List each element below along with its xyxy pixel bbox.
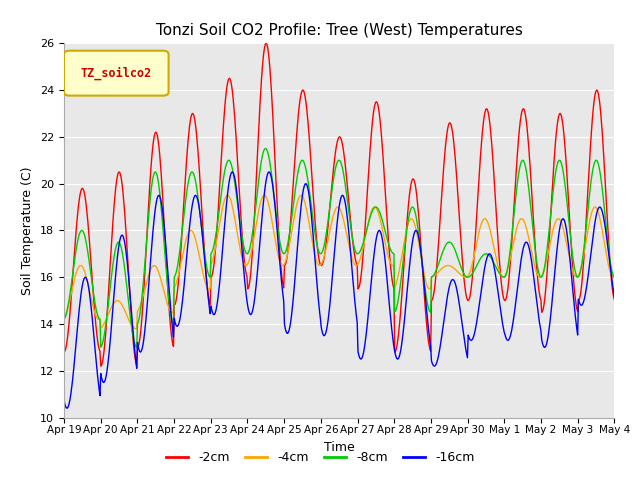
-4cm [60,315,68,321]
Legend: -2cm, -4cm, -8cm, -16cm: -2cm, -4cm, -8cm, -16cm [161,446,479,469]
-4cm [132,326,140,332]
-16cm [228,169,236,175]
-2cm [424,331,431,337]
Line: -8cm: -8cm [64,148,614,348]
-16cm [71,355,79,361]
-8cm [60,316,68,322]
-16cm [127,308,135,313]
Y-axis label: Soil Temperature (C): Soil Temperature (C) [22,166,35,295]
-2cm [408,179,415,185]
-8cm [70,262,78,267]
X-axis label: Time: Time [324,441,355,454]
-2cm [212,235,220,241]
-8cm [611,274,618,280]
-4cm [127,321,134,326]
-2cm [127,315,135,321]
Title: Tonzi Soil CO2 Profile: Tree (West) Temperatures: Tonzi Soil CO2 Profile: Tree (West) Temp… [156,23,523,38]
-4cm [70,278,78,284]
-16cm [611,293,618,299]
-8cm [133,345,141,350]
-4cm [611,274,618,279]
-4cm [408,216,415,222]
-8cm [184,186,191,192]
-8cm [424,301,431,307]
-2cm [60,349,68,355]
-16cm [60,397,68,403]
-2cm [611,297,618,302]
-4cm [224,192,232,198]
Line: -2cm: -2cm [64,43,614,366]
-16cm [63,405,71,411]
-16cm [424,318,431,324]
-8cm [262,145,269,151]
FancyBboxPatch shape [64,51,168,96]
-4cm [212,240,220,245]
-2cm [70,257,78,263]
-2cm [97,363,104,369]
-8cm [408,205,415,211]
-16cm [408,245,415,251]
-4cm [184,233,191,239]
Line: -4cm: -4cm [64,195,614,329]
-16cm [184,248,191,253]
-8cm [127,317,134,323]
-2cm [262,40,270,46]
Line: -16cm: -16cm [64,172,614,408]
-8cm [212,229,220,235]
-4cm [424,284,431,289]
-2cm [184,148,191,154]
-16cm [212,306,220,312]
Text: TZ_soilco2: TZ_soilco2 [81,66,152,80]
